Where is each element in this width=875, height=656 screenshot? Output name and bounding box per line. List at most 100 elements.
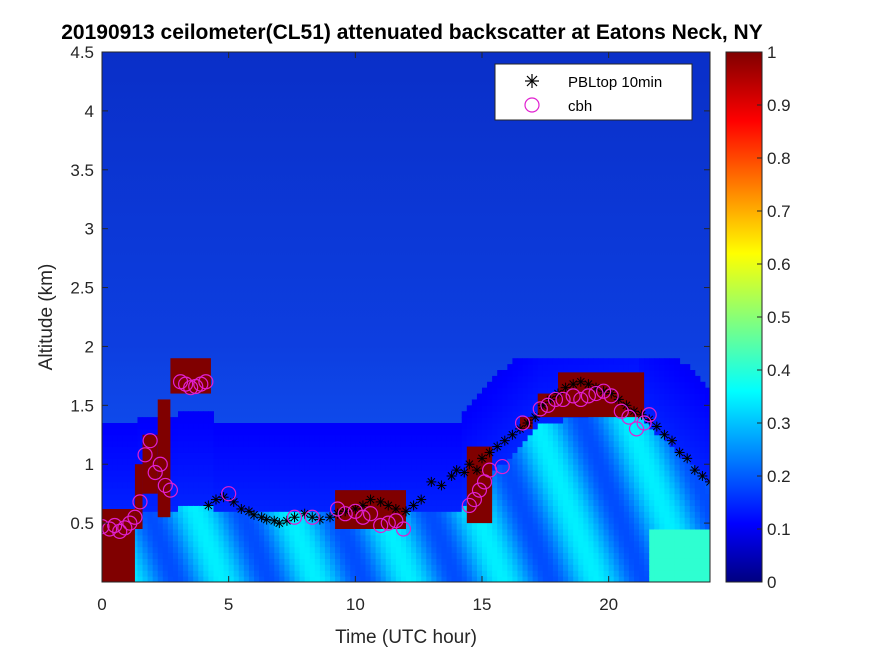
heatmap-cell	[203, 434, 209, 442]
heatmap-cell	[117, 470, 123, 477]
heatmap-cell	[669, 570, 676, 577]
heatmap-cell	[421, 570, 427, 577]
heatmap-cell	[593, 546, 600, 554]
heatmap-cell	[654, 358, 660, 365]
heatmap-cell	[659, 411, 665, 418]
heatmap-cell	[370, 570, 377, 577]
heatmap-cell	[345, 576, 351, 582]
heatmap-cell	[274, 540, 280, 548]
heatmap-cell	[375, 470, 382, 477]
heatmap-cell	[395, 540, 402, 548]
heatmap-cell	[289, 546, 296, 554]
heatmap-cell	[188, 440, 194, 448]
heatmap-cell	[674, 499, 681, 506]
heatmap-cell	[294, 487, 301, 495]
heatmap-cell	[431, 570, 437, 577]
heatmap-cell	[324, 493, 331, 501]
pbltop-point	[492, 441, 503, 452]
heatmap-cell	[588, 364, 594, 371]
heatmap-cell	[492, 375, 498, 383]
heatmap-cell	[365, 534, 372, 542]
legend-box	[494, 63, 693, 121]
heatmap-cell	[355, 481, 361, 489]
heatmap-cell	[198, 464, 204, 471]
heatmap-cell	[223, 529, 230, 536]
heatmap-cell	[593, 458, 600, 465]
heatmap-cell	[563, 358, 569, 365]
heatmap-cell	[375, 423, 382, 430]
pbltop-point	[261, 514, 272, 525]
heatmap-cell	[350, 564, 356, 571]
heatmap-cell	[279, 434, 285, 442]
heatmap-cell	[659, 487, 665, 495]
heatmap-cell	[456, 505, 463, 512]
heatmap-cell	[639, 493, 645, 501]
heatmap-cell	[411, 481, 417, 489]
heatmap-cell	[243, 523, 250, 530]
heatmap-cell	[274, 534, 280, 542]
heatmap-cell	[542, 358, 549, 365]
heatmap-cell	[704, 387, 710, 395]
heatmap-cell	[137, 570, 144, 577]
heatmap-cell	[674, 399, 681, 406]
heatmap-cell	[466, 564, 473, 571]
heatmap-cell	[573, 428, 579, 436]
heatmap-cell	[507, 552, 513, 559]
heatmap-cell	[309, 452, 316, 459]
heatmap-cell	[390, 434, 397, 442]
heatmap-cell	[203, 523, 209, 530]
heatmap-cell	[188, 487, 194, 495]
heatmap-cell	[517, 540, 524, 548]
heatmap-cell	[664, 370, 670, 377]
heatmap-cell	[330, 570, 336, 577]
heatmap-cell	[699, 458, 706, 465]
heatmap-cell	[649, 417, 655, 424]
heatmap-cell	[532, 558, 539, 565]
heatmap-cell	[264, 511, 270, 518]
heatmap-cell	[497, 411, 503, 418]
heatmap-cell	[340, 558, 346, 565]
heatmap-cell	[644, 411, 650, 418]
heatmap-cell	[623, 529, 630, 536]
heatmap-cell	[659, 505, 665, 512]
heatmap-cell	[188, 434, 194, 442]
heatmap-cell	[172, 464, 179, 471]
heatmap-cell	[527, 523, 534, 530]
heatmap-cell	[259, 540, 265, 548]
heatmap-cell	[512, 540, 518, 548]
cbh-point	[107, 517, 123, 534]
heatmap-cell	[704, 523, 710, 530]
heatmap-cell	[365, 546, 372, 554]
heatmap-cell	[618, 452, 625, 459]
heatmap-cell	[238, 487, 245, 495]
heatmap-cell	[304, 552, 311, 559]
heatmap-cell	[552, 452, 559, 459]
heatmap-cell	[644, 458, 650, 465]
heatmap-cell	[532, 576, 539, 582]
heatmap-cell	[669, 399, 676, 406]
heatmap-cell	[552, 499, 559, 506]
heatmap-cell	[238, 499, 245, 506]
heatmap-cell	[659, 499, 665, 506]
heatmap-cell	[350, 464, 356, 471]
heatmap-cell	[167, 481, 174, 489]
heatmap-cell	[644, 534, 650, 542]
heatmap-cell	[228, 511, 235, 518]
heatmap-cell	[689, 505, 696, 512]
heatmap-cell	[279, 452, 285, 459]
heatmap-cell	[172, 487, 179, 495]
heatmap-cell	[441, 576, 448, 582]
heatmap-cell	[644, 493, 650, 501]
heatmap-cell	[426, 493, 432, 501]
heatmap-cell	[127, 452, 133, 459]
heatmap-cell	[137, 558, 144, 565]
heatmap-cell	[547, 534, 554, 542]
heatmap-cell	[699, 464, 706, 471]
heatmap-cell	[542, 464, 549, 471]
heatmap-cell	[598, 423, 605, 430]
heatmap-cell	[426, 464, 432, 471]
heatmap-cell	[532, 511, 539, 518]
heatmap-cell	[102, 464, 108, 471]
heatmap-cell	[482, 428, 488, 436]
heatmap-cell	[441, 552, 448, 559]
